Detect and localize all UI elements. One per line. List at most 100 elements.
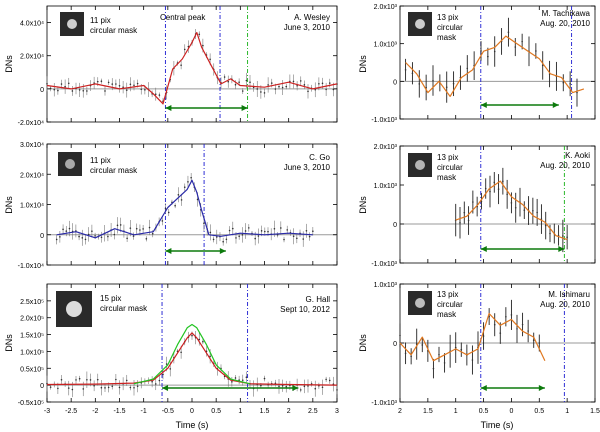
data-point bbox=[516, 328, 518, 330]
mask-spot bbox=[415, 19, 425, 29]
data-point bbox=[151, 232, 154, 235]
data-point bbox=[202, 44, 204, 47]
series-line-green_model bbox=[133, 323, 251, 385]
data-point bbox=[399, 334, 401, 337]
data-point bbox=[292, 235, 295, 238]
annotation: Central peak bbox=[160, 13, 206, 22]
observer: M. Tachikawa bbox=[542, 9, 591, 18]
data-point bbox=[132, 235, 135, 237]
data-point bbox=[165, 363, 168, 365]
mask-line2: circular mask bbox=[90, 166, 138, 175]
y-tick-label: -1.0x10⁴ bbox=[18, 263, 44, 270]
ylabel: DNs bbox=[4, 334, 14, 352]
mask-line1: 11 pix bbox=[90, 156, 111, 165]
mask-line1: 13 pix bbox=[437, 290, 458, 299]
data-point bbox=[177, 193, 180, 196]
series-line-brightness bbox=[455, 180, 568, 241]
y-tick-label: 1.0x10³ bbox=[374, 282, 398, 289]
data-point bbox=[59, 236, 61, 238]
data-point bbox=[532, 209, 534, 212]
data-point bbox=[49, 386, 52, 388]
data-point bbox=[432, 367, 435, 370]
data-point bbox=[418, 83, 421, 85]
date: Sept 10, 2012 bbox=[280, 305, 330, 314]
y-tick-label: 0 bbox=[393, 79, 397, 86]
y-tick-label: 1.0x10⁴ bbox=[20, 203, 44, 210]
data-point bbox=[278, 85, 280, 88]
observer: M. Ishimaru bbox=[548, 290, 590, 299]
data-point bbox=[493, 323, 496, 326]
data-point bbox=[454, 346, 457, 349]
data-point bbox=[314, 387, 317, 390]
mask-line2: circular mask bbox=[100, 304, 148, 313]
y-tick-label: 1.5x10⁵ bbox=[20, 333, 44, 340]
data-point bbox=[238, 81, 240, 83]
data-point bbox=[443, 362, 446, 364]
data-point bbox=[100, 236, 103, 239]
data-point bbox=[305, 230, 308, 232]
data-point bbox=[129, 386, 132, 389]
data-point bbox=[91, 230, 93, 232]
data-point bbox=[183, 48, 186, 51]
data-point bbox=[78, 89, 81, 91]
data-point bbox=[158, 379, 161, 382]
data-point bbox=[549, 232, 551, 235]
data-point bbox=[299, 389, 302, 391]
arrow-head-right bbox=[292, 385, 299, 391]
data-point bbox=[260, 230, 263, 232]
data-point bbox=[321, 386, 324, 389]
data-point bbox=[65, 230, 68, 232]
data-point bbox=[260, 384, 262, 387]
data-point bbox=[202, 340, 204, 343]
data-point bbox=[209, 231, 212, 234]
y-tick-label: 3.0x10⁴ bbox=[20, 142, 44, 149]
mask-spot bbox=[415, 298, 425, 308]
data-point bbox=[432, 79, 434, 82]
marks-layer: -1.0x10³ 0 1.0x10³ 2.0x10³ bbox=[371, 4, 596, 124]
data-point bbox=[510, 202, 513, 204]
arrow-head-right bbox=[241, 105, 248, 111]
data-point bbox=[126, 237, 128, 240]
data-point bbox=[57, 89, 59, 92]
mask-spot bbox=[415, 160, 425, 170]
data-point bbox=[460, 348, 463, 351]
panel-wesley: -2.0x10⁴ 0 2.0x10⁴ 4.0x10⁴ 11 pix circular … bbox=[4, 5, 338, 127]
data-point bbox=[198, 33, 201, 36]
data-point bbox=[557, 234, 560, 237]
marks-layer: -1.0x10³ 0 1.0x10³ 2.0x10³ bbox=[371, 144, 596, 268]
data-point bbox=[55, 238, 58, 241]
data-point bbox=[296, 237, 298, 240]
data-point bbox=[53, 88, 56, 91]
data-point bbox=[514, 46, 517, 48]
data-point bbox=[227, 80, 230, 83]
data-point bbox=[506, 193, 508, 196]
x-tick-label: 2.5 bbox=[308, 408, 318, 415]
data-point bbox=[285, 85, 288, 88]
data-point bbox=[285, 385, 288, 388]
data-point bbox=[247, 227, 250, 229]
mask-line2: circular mask bbox=[90, 26, 138, 35]
mask-line3: mask bbox=[437, 310, 457, 319]
data-point bbox=[107, 386, 110, 389]
data-point bbox=[129, 83, 132, 86]
data-point bbox=[241, 234, 244, 236]
data-point bbox=[484, 187, 487, 190]
data-point bbox=[532, 339, 535, 342]
data-point bbox=[507, 31, 510, 33]
data-point bbox=[562, 81, 565, 84]
ylabel: DNs bbox=[4, 196, 14, 214]
data-point bbox=[270, 82, 273, 84]
data-point bbox=[129, 227, 132, 229]
arrow-head-right bbox=[558, 246, 565, 252]
data-point bbox=[527, 330, 529, 332]
ylabel: DNs bbox=[358, 196, 368, 214]
data-point bbox=[241, 379, 244, 381]
data-point bbox=[499, 332, 502, 334]
data-point bbox=[111, 385, 114, 388]
data-point bbox=[538, 342, 541, 344]
arrow-head-left bbox=[480, 385, 487, 391]
data-point bbox=[133, 386, 135, 389]
data-point bbox=[222, 240, 224, 243]
series-line-brightness bbox=[399, 312, 546, 362]
data-point bbox=[67, 387, 70, 389]
